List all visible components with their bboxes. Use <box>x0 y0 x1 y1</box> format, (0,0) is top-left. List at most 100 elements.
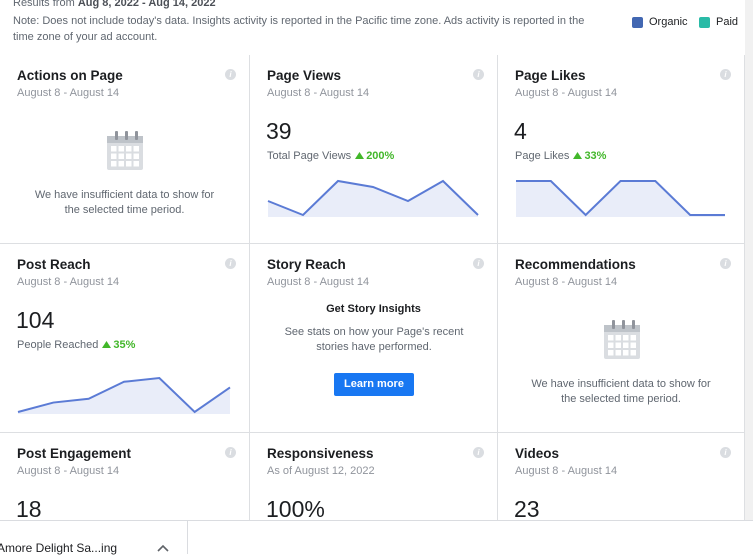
calendar-cell <box>111 161 117 167</box>
calendar-ring <box>611 320 615 329</box>
calendar-cell <box>133 146 139 152</box>
insight-card: Actions on Page August 8 - August 14 i We h… <box>0 55 250 244</box>
card-title: Recommendations <box>515 257 636 272</box>
calendar-cell <box>118 146 124 152</box>
chevron-icon[interactable] <box>156 543 170 553</box>
sparkline <box>267 179 479 217</box>
scrollbar <box>745 0 753 520</box>
sparkline-line <box>17 376 231 414</box>
results-label: Results from <box>13 0 75 9</box>
up-arrow <box>573 152 583 159</box>
sparkline <box>516 180 725 217</box>
up-arrow-icon <box>102 341 112 348</box>
calendar-top <box>603 325 640 332</box>
calendar-cell <box>607 335 613 341</box>
empty-message: We have insufficient data to show for th… <box>531 378 711 405</box>
card-title: Post Engagement <box>17 446 132 461</box>
change-value: 35% <box>113 339 136 351</box>
calendar-cell <box>111 153 117 159</box>
calendar-cell <box>133 161 139 167</box>
up-arrow-icon <box>573 152 583 159</box>
insight-card: Page Likes August 8 - August 14 i 4 Page Lik… <box>498 55 745 244</box>
metric-label: People Reached 35% <box>17 339 135 351</box>
info-icon[interactable]: i <box>473 69 484 80</box>
cta-title: Get Story Insights <box>326 303 421 315</box>
insight-card: Story Reach August 8 - August 14 i Get Stor… <box>250 244 498 433</box>
insight-card: Responsiveness As of August 12, 2022 i 100% <box>250 433 498 533</box>
metric-label-text: Total Page Views <box>267 150 352 162</box>
calendar-cell <box>126 146 132 152</box>
insight-card: Post Reach August 8 - August 14 i 104 People… <box>0 244 250 433</box>
calendar-ring <box>621 320 625 329</box>
calendar-cell <box>607 342 613 348</box>
date-range: Aug 8, 2022 - Aug 14, 2022 <box>77 0 216 9</box>
legend-swatch <box>632 16 643 28</box>
metric-value: 104 <box>16 307 55 333</box>
calendar-ring <box>115 131 118 140</box>
info-icon[interactable]: i <box>225 447 236 458</box>
metric-label-text: People Reached <box>17 339 99 351</box>
card-title: Post Reach <box>17 257 91 272</box>
card-title: Responsiveness <box>267 446 374 461</box>
change-value: 33% <box>584 150 607 162</box>
info-icon[interactable]: i <box>720 258 731 269</box>
download-item[interactable]: Amore Delight Sa...ing <box>0 541 118 555</box>
insight-card: Videos August 8 - August 14 i 23 <box>498 433 745 533</box>
metric-label-text: Page Likes <box>515 150 570 162</box>
card-period: August 8 - August 14 <box>17 87 120 99</box>
calendar-ring <box>631 320 635 329</box>
calendar-icon <box>603 320 640 359</box>
sparkline-line <box>267 179 479 217</box>
metric-value: 39 <box>266 118 292 144</box>
calendar-cell <box>126 161 132 167</box>
info-icon[interactable]: i <box>473 258 484 269</box>
calendar-cell <box>622 342 628 348</box>
legend-item: Paid <box>699 16 738 28</box>
info-icon[interactable]: i <box>720 447 731 458</box>
card-title: Page Likes <box>515 68 586 83</box>
calendar-top <box>107 136 143 143</box>
card-period: As of August 12, 2022 <box>267 465 375 477</box>
card-period: August 8 - August 14 <box>267 87 370 99</box>
up-arrow <box>102 341 112 348</box>
card-period: August 8 - August 14 <box>515 276 618 288</box>
info-icon[interactable]: i <box>720 69 731 80</box>
calendar-cell <box>133 153 139 159</box>
card-period: August 8 - August 14 <box>17 276 120 288</box>
calendar-cell <box>607 350 613 356</box>
info-icon[interactable]: i <box>225 258 236 269</box>
card-title: Page Views <box>267 68 342 83</box>
calendar-cell <box>126 153 132 159</box>
calendar-cell <box>118 161 124 167</box>
divider <box>187 521 188 554</box>
download-bar: Amore Delight Sa...ing <box>0 520 753 555</box>
info-icon[interactable]: i <box>473 447 484 458</box>
calendar-cell <box>622 350 628 356</box>
metric-value: 18 <box>16 496 42 522</box>
metric-value: 23 <box>514 496 540 522</box>
calendar-cell <box>615 342 621 348</box>
insight-card: Page Views August 8 - August 14 i 39 Total P… <box>250 55 498 244</box>
up-arrow <box>355 152 365 159</box>
metric-value: 100% <box>266 496 325 522</box>
calendar-ring <box>135 131 138 140</box>
metric-label: Total Page Views 200% <box>267 150 394 162</box>
results-range: Results from Aug 8, 2022 - Aug 14, 2022 <box>13 0 216 9</box>
sparkline-area <box>18 378 230 414</box>
learn-more-button[interactable]: Learn more <box>334 373 414 396</box>
info-icon[interactable]: i <box>225 69 236 80</box>
calendar-icon <box>107 131 143 170</box>
card-title: Story Reach <box>267 257 346 272</box>
calendar-cell <box>111 146 117 152</box>
card-title: Actions on Page <box>17 68 123 83</box>
insight-card: Recommendations August 8 - August 14 i We h… <box>498 244 745 433</box>
card-period: August 8 - August 14 <box>515 87 618 99</box>
metric-value: 4 <box>514 118 527 144</box>
calendar-cell <box>630 342 636 348</box>
calendar-cell <box>622 335 628 341</box>
insight-card: Post Engagement August 8 - August 14 i 18 <box>0 433 250 533</box>
legend-label: Paid <box>716 16 739 28</box>
note: Note: Does not include today's data. Ins… <box>13 15 585 43</box>
calendar-cell <box>615 350 621 356</box>
